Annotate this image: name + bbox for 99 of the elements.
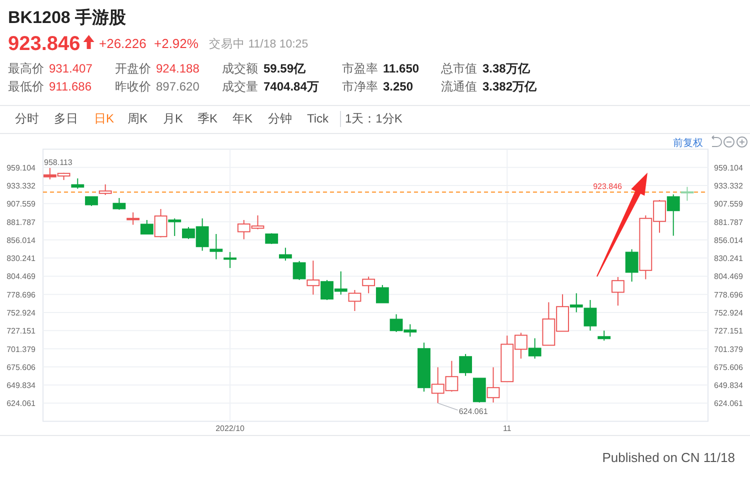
candlestick: [224, 252, 236, 269]
y2-tick-label: 649.834: [714, 381, 744, 390]
candlestick: [486, 366, 500, 404]
text: 周K: [128, 112, 148, 126]
text: 931.407: [49, 62, 93, 76]
text: 59.59亿: [264, 62, 307, 76]
candlestick: [154, 208, 168, 238]
text: 923.846: [8, 33, 80, 55]
text: 3.38万亿: [482, 62, 531, 76]
y-tick-label: 649.834: [6, 381, 36, 390]
text: 897.620: [156, 80, 200, 94]
y2-tick-label: 856.014: [714, 236, 744, 245]
y2-tick-label: 675.606: [714, 362, 744, 372]
y-tick-label: 804.469: [6, 272, 36, 282]
y-tick-label: 881.787: [6, 218, 36, 227]
text: 成交额: [222, 62, 258, 76]
candlestick: [306, 260, 320, 296]
candlestick: [625, 248, 638, 282]
candlestick: [265, 232, 278, 245]
text: 市净率: [342, 80, 378, 94]
text: 成交量: [222, 80, 258, 94]
y2-tick-label: 727.151: [714, 326, 744, 336]
y-tick-label: 752.924: [6, 308, 36, 318]
text: +26.226: [99, 36, 146, 51]
y2-tick-label: 752.924: [714, 308, 744, 318]
text: 流通值: [441, 80, 477, 94]
y2-tick-label: 624.061: [714, 399, 744, 408]
candlestick: [140, 220, 154, 236]
x-tick-label: 2022/10: [216, 424, 246, 433]
text: 3.250: [383, 80, 414, 94]
text: Published on CN 11/18: [602, 450, 735, 465]
candlestick: [584, 299, 597, 332]
y2-tick-label: 701.379: [714, 344, 744, 354]
text: 交易中 11/18 10:25: [209, 36, 308, 50]
candlestick: [611, 276, 624, 306]
y-tick-label: 830.241: [6, 254, 36, 264]
ref-line-label: 923.846: [593, 182, 623, 192]
text: 最高价: [8, 62, 44, 76]
candlestick: [71, 178, 84, 190]
y2-tick-label: 907.559: [714, 200, 744, 209]
annotation: 958.113: [44, 158, 73, 168]
y-tick-label: 624.061: [6, 399, 36, 408]
text: 月K: [163, 112, 184, 126]
y-tick-label: 727.151: [6, 326, 36, 336]
text: 7404.84万: [264, 80, 319, 94]
candlestick: [98, 184, 112, 196]
text: 昨收价: [115, 80, 151, 94]
candlestick: [528, 338, 542, 360]
y-tick-label: 933.332: [6, 181, 36, 190]
candlestick: [376, 284, 389, 304]
text: 开盘价: [115, 62, 151, 76]
candlestick: [472, 378, 486, 404]
candlestick: [362, 276, 376, 294]
y2-tick-label: 830.241: [714, 254, 744, 264]
text: 分钟: [268, 112, 292, 126]
text: 1天：1分K: [345, 112, 402, 126]
text: 年K: [232, 112, 253, 126]
y2-tick-label: 933.332: [714, 181, 744, 190]
y-tick-label: 959.104: [6, 163, 36, 172]
candlestick: [210, 234, 223, 260]
text: 市盈率: [342, 62, 378, 76]
candlestick: [598, 330, 611, 342]
text: 11.650: [383, 62, 420, 76]
y-tick-label: 701.379: [6, 344, 36, 354]
y-tick-label: 778.696: [6, 290, 36, 300]
text: Tick: [307, 112, 330, 126]
candlestick: [418, 342, 430, 392]
candlestick: [348, 289, 362, 312]
text: 前复权: [673, 137, 703, 149]
candlestick: [112, 198, 126, 210]
candlestick: [168, 218, 182, 236]
y-tick-label: 675.606: [6, 362, 36, 372]
y2-tick-label: 778.696: [714, 290, 744, 300]
text: 日K: [94, 112, 114, 126]
y2-tick-label: 804.469: [714, 272, 744, 282]
text: 3.382万亿: [482, 80, 538, 94]
text: 多日: [54, 112, 78, 126]
candlestick: [459, 353, 472, 376]
annotation: 624.061: [458, 407, 488, 416]
text: 总市值: [440, 62, 477, 76]
text: 最低价: [8, 80, 44, 94]
candlestick: [278, 247, 292, 262]
candlestick: [292, 260, 306, 280]
y2-tick-label: 959.104: [714, 163, 744, 172]
candlestick: [85, 196, 98, 206]
chart-title: BK1208 手游股: [8, 8, 128, 27]
text: 911.686: [49, 80, 92, 94]
candlestick: [570, 292, 583, 313]
candlestick: [126, 212, 140, 226]
candlestick: [666, 194, 680, 236]
y-tick-label: 856.014: [6, 236, 36, 245]
text: 924.188: [156, 62, 200, 76]
text: 分时: [15, 112, 39, 126]
y-tick-label: 907.559: [6, 200, 36, 209]
text: 季K: [198, 112, 218, 126]
candlestick: [680, 186, 694, 202]
x-tick-label: 11: [502, 424, 512, 433]
y2-tick-label: 881.787: [714, 218, 744, 227]
text: +2.92%: [154, 36, 199, 51]
